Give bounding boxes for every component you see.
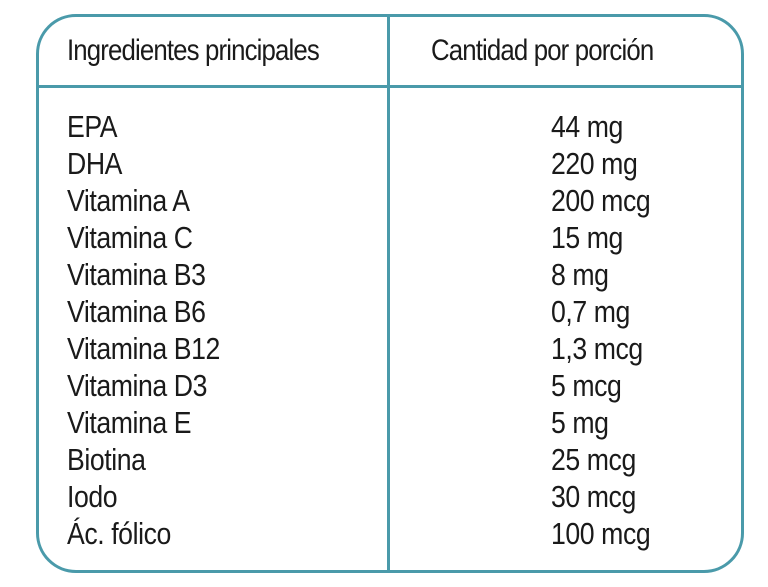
ingredient-amount: 15 mg <box>551 220 623 255</box>
table-row: Vitamina C 15 mg <box>39 219 741 256</box>
ingredient-name: Vitamina D3 <box>67 368 208 403</box>
table-row: Ác. fólico 100 mcg <box>39 515 741 552</box>
ingredient-name: Vitamina E <box>67 405 192 440</box>
table-row: Vitamina D3 5 mcg <box>39 367 741 404</box>
table-row: Vitamina E 5 mg <box>39 404 741 441</box>
ingredient-amount: 5 mcg <box>551 368 622 403</box>
ingredient-name: Vitamina A <box>67 183 190 218</box>
table-row: EPA 44 mg <box>39 108 741 145</box>
ingredient-name: DHA <box>67 146 122 181</box>
table-row: Vitamina B6 0,7 mg <box>39 293 741 330</box>
ingredient-name: Vitamina B3 <box>67 257 206 292</box>
table-row: Vitamina B12 1,3 mcg <box>39 330 741 367</box>
table-row: Biotina 25 mcg <box>39 441 741 478</box>
table-row: Vitamina A 200 mcg <box>39 182 741 219</box>
ingredient-amount: 200 mcg <box>551 183 651 218</box>
header-divider <box>39 85 741 88</box>
table-row: Vitamina B3 8 mg <box>39 256 741 293</box>
ingredient-name: Ác. fólico <box>67 516 171 551</box>
ingredient-amount: 0,7 mg <box>551 294 630 329</box>
ingredient-amount: 25 mcg <box>551 442 636 477</box>
ingredient-amount: 44 mg <box>551 109 623 144</box>
ingredient-amount: 1,3 mcg <box>551 331 643 366</box>
table-row: Iodo 30 mcg <box>39 478 741 515</box>
nutrition-table: Ingredientes principales Cantidad por po… <box>36 14 744 573</box>
ingredient-amount: 100 mcg <box>551 516 651 551</box>
ingredient-amount: 5 mg <box>551 405 609 440</box>
ingredient-amount: 220 mg <box>551 146 638 181</box>
ingredient-amount: 8 mg <box>551 257 609 292</box>
ingredient-name: Biotina <box>67 442 146 477</box>
ingredient-name: Iodo <box>67 479 118 514</box>
ingredient-name: Vitamina B12 <box>67 331 220 366</box>
ingredient-name: EPA <box>67 109 118 144</box>
column-divider <box>387 17 390 570</box>
table-body: EPA 44 mg DHA 220 mg Vitamina A 200 mcg Vitami… <box>39 108 741 552</box>
header-amount: Cantidad por porción <box>431 34 654 67</box>
ingredient-amount: 30 mcg <box>551 479 636 514</box>
table-row: DHA 220 mg <box>39 145 741 182</box>
header-ingredients: Ingredientes principales <box>67 34 320 67</box>
ingredient-name: Vitamina C <box>67 220 193 255</box>
ingredient-name: Vitamina B6 <box>67 294 206 329</box>
